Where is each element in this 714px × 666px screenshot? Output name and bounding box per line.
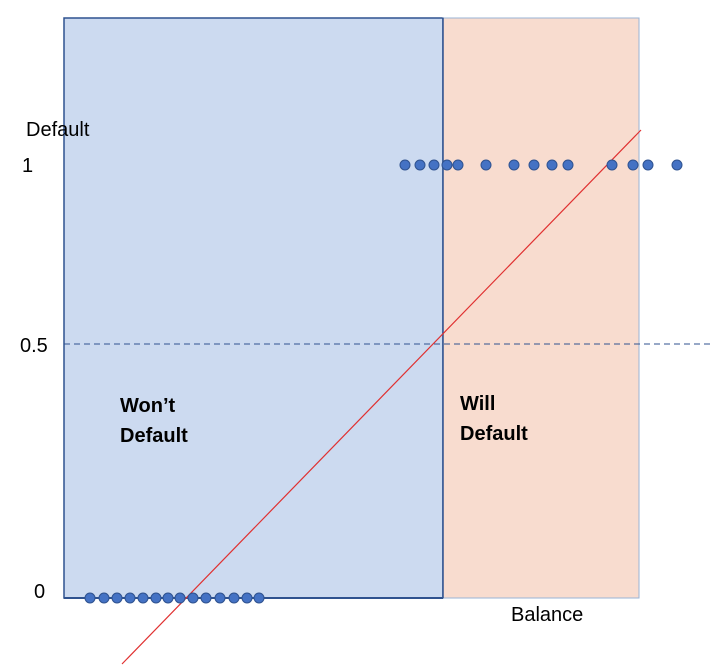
- default-point-13: [642, 159, 654, 171]
- wont-default-label-line-2: Default: [120, 425, 188, 447]
- wont-default-region: [63, 17, 444, 599]
- default-point-5: [452, 159, 464, 171]
- y-tick-label-1: 1: [22, 155, 33, 177]
- non-default-point-2: [98, 592, 110, 604]
- non-default-point-12: [228, 592, 240, 604]
- default-point-4: [441, 159, 453, 171]
- y-tick-label-0: 0: [34, 581, 45, 603]
- default-point-2: [414, 159, 426, 171]
- default-point-12: [627, 159, 639, 171]
- non-default-point-14: [253, 592, 265, 604]
- will-default-region: [442, 17, 640, 599]
- non-default-point-6: [150, 592, 162, 604]
- non-default-point-4: [124, 592, 136, 604]
- non-default-point-9: [187, 592, 199, 604]
- non-default-point-5: [137, 592, 149, 604]
- default-point-8: [528, 159, 540, 171]
- non-default-point-11: [214, 592, 226, 604]
- non-default-point-1: [84, 592, 96, 604]
- default-point-7: [508, 159, 520, 171]
- default-point-14: [671, 159, 683, 171]
- non-default-point-7: [162, 592, 174, 604]
- default-point-6: [480, 159, 492, 171]
- linear-fit-line: [121, 129, 642, 665]
- non-default-point-13: [241, 592, 253, 604]
- non-default-point-10: [200, 592, 212, 604]
- data-points: [84, 159, 683, 604]
- y-tick-label-0-5: 0.5: [20, 335, 48, 357]
- non-default-point-3: [111, 592, 123, 604]
- y-axis-label: Default: [26, 119, 90, 141]
- non-default-point-8: [174, 592, 186, 604]
- default-point-1: [399, 159, 411, 171]
- wont-default-label-line-1: Won’t: [120, 395, 176, 417]
- default-point-9: [546, 159, 558, 171]
- default-point-3: [428, 159, 440, 171]
- default-point-11: [606, 159, 618, 171]
- x-axis-label: Balance: [511, 604, 583, 626]
- will-default-label-line-2: Default: [460, 423, 528, 445]
- default-point-10: [562, 159, 574, 171]
- will-default-label-line-1: Will: [460, 393, 495, 415]
